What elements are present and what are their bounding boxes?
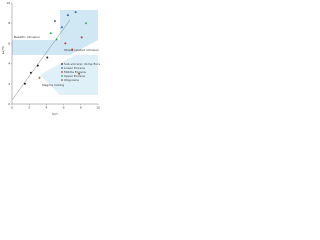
- point: [38, 76, 41, 79]
- shaded-region: [12, 10, 98, 55]
- legend-label: Upper Eocene: [64, 74, 85, 78]
- point: [49, 32, 52, 35]
- y-tick-label: 8: [8, 21, 10, 25]
- legend-marker: [61, 79, 63, 81]
- legend-marker: [61, 63, 63, 65]
- point: [66, 14, 69, 17]
- y-tick-label: 10: [6, 1, 10, 5]
- legend-label: Middle Eocene: [64, 70, 86, 74]
- point: [54, 20, 56, 23]
- point: [55, 38, 58, 41]
- x-tick-label: 10: [96, 106, 100, 110]
- point: [74, 11, 77, 14]
- legend-marker: [61, 71, 63, 73]
- legend-label: Oligocene: [64, 78, 79, 82]
- annotation: Basaltic intrusion: [14, 35, 40, 39]
- shaded-region: [40, 55, 98, 95]
- x-tick-label: 2: [28, 106, 30, 110]
- y-tick-label: 4: [8, 62, 10, 66]
- point: [23, 82, 26, 85]
- x-tick-label: 4: [45, 106, 47, 110]
- y-tick-label: 0: [8, 102, 10, 106]
- legend-label: Sub-volcanic dome Eocene: [64, 62, 100, 66]
- point: [64, 42, 67, 45]
- point: [36, 64, 39, 67]
- point: [46, 56, 49, 59]
- point: [71, 48, 74, 51]
- legend-marker: [61, 75, 63, 77]
- point: [78, 72, 81, 75]
- x-tick-label: 6: [63, 106, 65, 110]
- y-tick-label: 6: [8, 41, 10, 45]
- y-axis-label: La/Yb: [1, 46, 5, 54]
- x-tick-label: 8: [80, 106, 82, 110]
- x-tick-label: 0: [11, 106, 13, 110]
- annotation: Stress-related intrusion: [64, 48, 99, 52]
- legend-marker: [61, 67, 63, 69]
- point: [29, 71, 32, 74]
- annotation: Magma mixing: [42, 83, 64, 87]
- diagonal-line: [11, 19, 71, 101]
- legend-label: Lower Eocene: [64, 66, 85, 70]
- x-axis-label: Sr/Y: [52, 112, 58, 116]
- chart: Basaltic intrusion Stress-related intrus…: [1, 1, 100, 116]
- point: [84, 22, 87, 25]
- y-tick-label: 2: [8, 82, 10, 86]
- point: [80, 36, 83, 39]
- point: [60, 26, 63, 29]
